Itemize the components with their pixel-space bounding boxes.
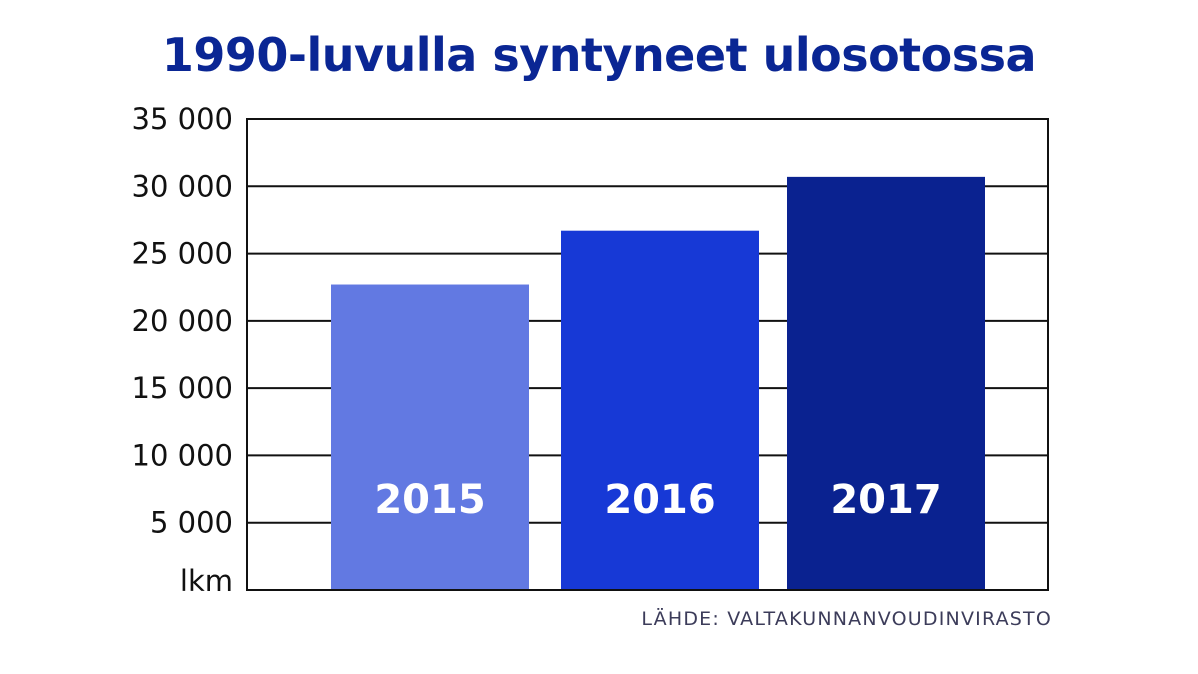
bar-2015 [331,284,529,590]
source-label: LÄHDE: VALTAKUNNANVOUDINVIRASTO [641,608,1052,630]
y-tick-label: 30 000 [132,169,233,203]
y-tick-label: 15 000 [132,371,233,405]
y-axis-ticks: 5 000 10 000 15 000 20 000 25 000 30 000 35 00… [132,102,233,598]
chart-title: 1990-luvulla syntyneet ulosotossa [161,28,1037,82]
plot-frame [246,118,1049,591]
y-tick-label: 5 000 [150,506,233,540]
y-tick-label: 10 000 [132,438,233,472]
y-axis-unit-label: lkm [180,564,233,598]
plot-border [246,118,1049,591]
bar-category-label: 2017 [830,477,941,523]
y-tick-label: 25 000 [132,237,233,271]
bar-category-label: 2016 [604,477,715,523]
bar-2016 [561,230,759,591]
bar-2017 [787,176,985,590]
y-tick-label: 35 000 [132,102,233,136]
bars: 2015 2016 2017 [331,176,985,591]
y-tick-label: 20 000 [132,304,233,338]
bar-category-label: 2015 [374,477,485,523]
